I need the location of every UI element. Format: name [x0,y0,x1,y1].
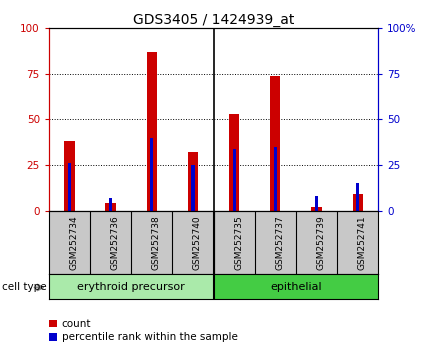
Bar [274,147,277,211]
Bar [147,52,157,211]
Text: GSM252740: GSM252740 [193,216,202,270]
Title: GDS3405 / 1424939_at: GDS3405 / 1424939_at [133,13,294,27]
Text: GSM252734: GSM252734 [69,216,79,270]
Bar [188,152,198,211]
Bar [356,183,359,211]
Bar [150,138,153,211]
Text: GSM252738: GSM252738 [152,216,161,270]
Bar [191,165,195,211]
Bar [105,203,116,211]
Text: percentile rank within the sample: percentile rank within the sample [62,332,238,342]
Text: GSM252741: GSM252741 [358,216,367,270]
Bar [229,114,239,211]
Text: GSM252735: GSM252735 [234,216,243,270]
Text: GSM252736: GSM252736 [110,216,119,270]
Bar [109,198,112,211]
Text: cell type: cell type [2,282,47,292]
Bar [312,207,322,211]
Bar [49,274,213,299]
Text: count: count [62,319,91,329]
Bar [315,196,318,211]
Bar [352,194,363,211]
Text: epithelial: epithelial [270,282,322,292]
Text: GSM252737: GSM252737 [275,216,284,270]
Bar [232,149,236,211]
Bar [213,274,378,299]
Bar [68,163,71,211]
Bar [64,141,75,211]
Bar [270,76,280,211]
Text: GSM252739: GSM252739 [317,216,326,270]
Text: erythroid precursor: erythroid precursor [77,282,185,292]
